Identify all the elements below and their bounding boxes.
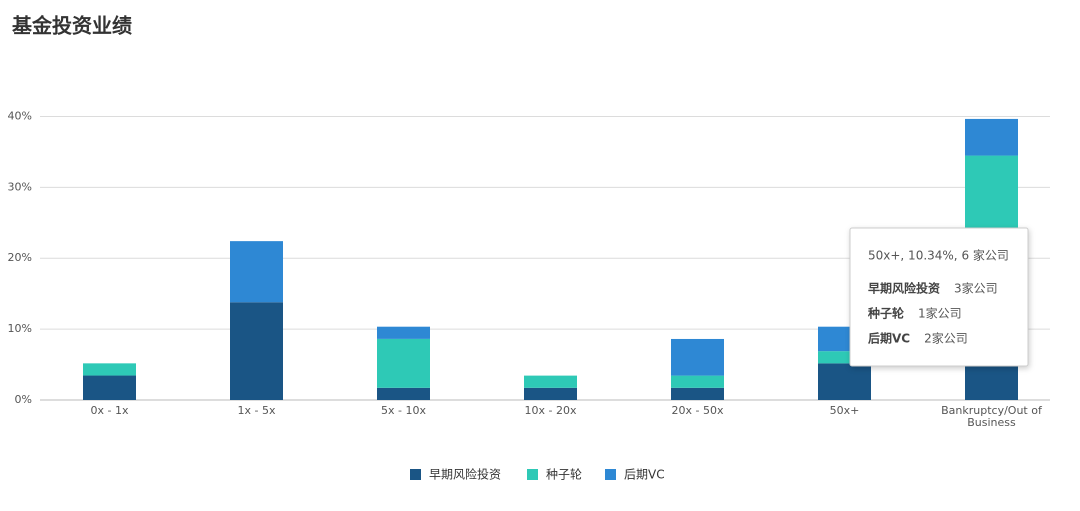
y-tick-label: 20%	[8, 251, 32, 264]
tooltip-series: 后期VC	[868, 331, 910, 346]
y-tick-label: 30%	[8, 180, 32, 193]
bar-segment[interactable]	[671, 375, 724, 388]
tooltip-value: 1家公司	[918, 306, 962, 321]
bar-segment[interactable]	[524, 387, 577, 400]
bar-segment[interactable]	[83, 363, 136, 376]
bar-segment[interactable]	[83, 375, 136, 400]
tooltip-box	[849, 227, 1029, 367]
bar-segment[interactable]	[671, 387, 724, 400]
x-tick-label: 20x - 50x	[672, 404, 724, 417]
tooltip-value: 3家公司	[954, 281, 998, 296]
legend-swatch	[410, 469, 421, 480]
x-tick-label: 0x - 1x	[91, 404, 129, 417]
x-tick-label: 1x - 5x	[238, 404, 276, 417]
x-tick-label: 10x - 20x	[525, 404, 577, 417]
tooltip-header: 50x+, 10.34%, 6 家公司	[868, 248, 1009, 263]
bar-segment[interactable]	[818, 363, 871, 400]
bar-segment[interactable]	[377, 326, 430, 339]
y-tick-label: 10%	[8, 322, 32, 335]
chart-title: 基金投资业绩	[12, 14, 132, 38]
bar-segment[interactable]	[671, 338, 724, 376]
bar-segment[interactable]	[230, 241, 283, 303]
y-tick-label: 40%	[8, 109, 32, 122]
legend-label[interactable]: 种子轮	[546, 468, 582, 482]
bar-segment[interactable]	[377, 338, 430, 388]
legend-label[interactable]: 早期风险投资	[429, 467, 501, 482]
tooltip-series: 种子轮	[867, 306, 905, 321]
x-tick-label: 5x - 10x	[381, 404, 426, 417]
bar-segment[interactable]	[965, 118, 1018, 156]
legend-swatch	[527, 469, 538, 480]
bar-segment[interactable]	[524, 375, 577, 388]
x-tick-label: Bankruptcy/Out of Business	[941, 404, 1043, 429]
y-tick-label: 0%	[15, 393, 32, 406]
legend-label[interactable]: 后期VC	[624, 468, 665, 482]
legend-swatch	[605, 469, 616, 480]
tooltip-series: 早期风险投资	[868, 281, 940, 296]
bar-segment[interactable]	[377, 387, 430, 400]
bar-segment[interactable]	[230, 302, 283, 400]
x-tick-label: 50x+	[830, 404, 860, 417]
tooltip-value: 2家公司	[924, 331, 968, 346]
